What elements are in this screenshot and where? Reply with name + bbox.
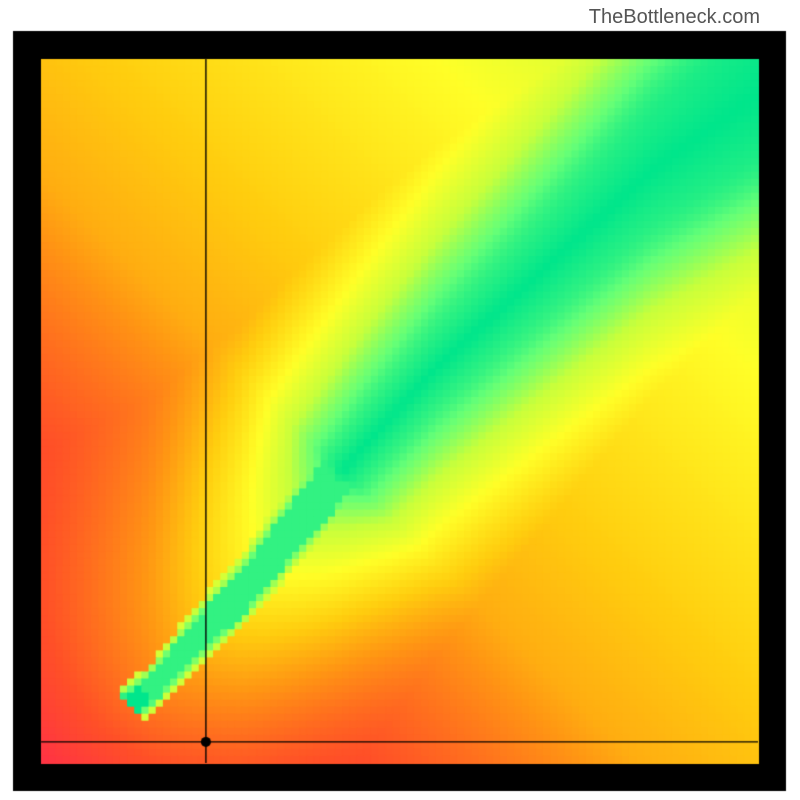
chart-container: TheBottleneck.com — [0, 0, 800, 800]
crosshair-overlay — [0, 0, 800, 800]
watermark-text: TheBottleneck.com — [589, 6, 760, 29]
